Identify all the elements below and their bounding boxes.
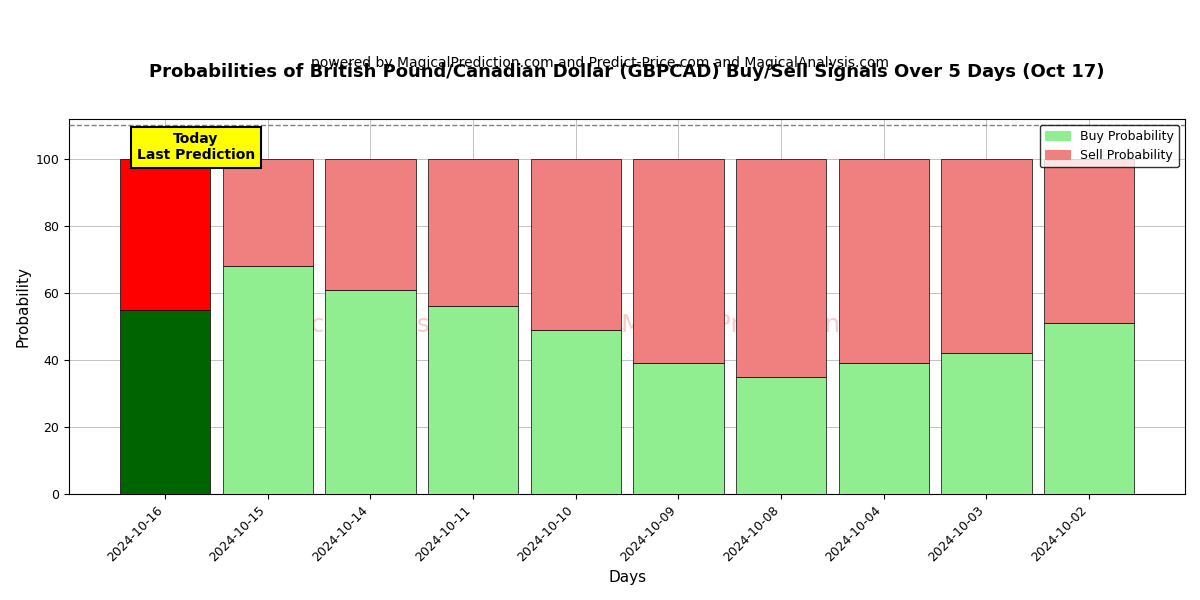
Bar bbox=[634, 159, 724, 364]
Legend: Buy Probability, Sell Probability: Buy Probability, Sell Probability bbox=[1040, 125, 1178, 167]
Bar bbox=[120, 159, 210, 310]
Bar bbox=[941, 353, 1032, 494]
Bar bbox=[1044, 323, 1134, 494]
Bar bbox=[736, 159, 827, 377]
Bar bbox=[428, 159, 518, 307]
Bar bbox=[222, 266, 313, 494]
Bar bbox=[530, 159, 620, 330]
Text: MagicalAnalysis.com: MagicalAnalysis.com bbox=[252, 313, 511, 337]
Bar bbox=[325, 290, 415, 494]
Bar bbox=[120, 310, 210, 494]
X-axis label: Days: Days bbox=[608, 570, 646, 585]
Text: powered by MagicalPrediction.com and Predict-Price.com and MagicalAnalysis.com: powered by MagicalPrediction.com and Pre… bbox=[311, 56, 889, 70]
Bar bbox=[1044, 159, 1134, 323]
Bar bbox=[839, 364, 929, 494]
Bar bbox=[325, 159, 415, 290]
Title: Probabilities of British Pound/Canadian Dollar (GBPCAD) Buy/Sell Signals Over 5 : Probabilities of British Pound/Canadian … bbox=[149, 63, 1105, 81]
Text: MagicalPrediction.com: MagicalPrediction.com bbox=[620, 313, 901, 337]
Text: Today
Last Prediction: Today Last Prediction bbox=[137, 132, 254, 162]
Bar bbox=[428, 307, 518, 494]
Bar bbox=[222, 159, 313, 266]
Bar bbox=[530, 330, 620, 494]
Bar bbox=[634, 364, 724, 494]
Bar bbox=[839, 159, 929, 364]
Bar bbox=[941, 159, 1032, 353]
Y-axis label: Probability: Probability bbox=[16, 266, 30, 347]
Bar bbox=[736, 377, 827, 494]
